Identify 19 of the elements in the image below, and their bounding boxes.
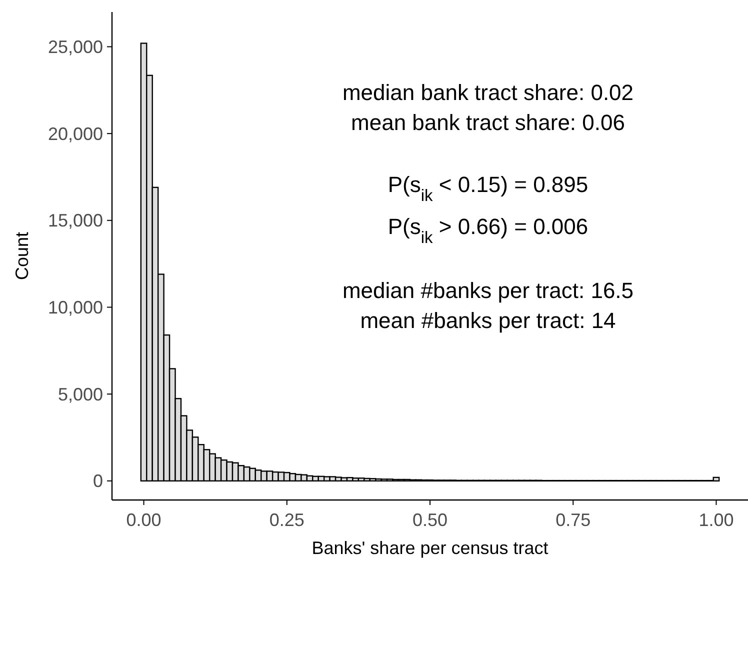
x-tick-label: 0.75 xyxy=(556,510,591,530)
annotation: P(s$_{ik}$ > 0.66) = 0.006 xyxy=(388,214,588,247)
annotation: mean bank tract share: 0.06 xyxy=(351,110,625,135)
y-tick-label: 0 xyxy=(92,471,103,492)
y-axis-title: Count xyxy=(12,232,32,280)
x-tick-label: 1.00 xyxy=(698,510,734,530)
annotation: mean #banks per tract: 14 xyxy=(360,308,616,333)
y-tick-label: 25,000 xyxy=(48,37,103,58)
y-tick-label: 15,000 xyxy=(48,210,103,231)
y-tick-label: 10,000 xyxy=(48,298,103,318)
y-tick-label: 20,000 xyxy=(48,124,103,144)
annotation: median bank tract share: 0.02 xyxy=(342,80,634,105)
x-tick-label: 0.25 xyxy=(269,510,304,530)
x-tick-label: 0.50 xyxy=(412,510,448,530)
annotation: P(s$_{ik}$ < 0.15) = 0.895 xyxy=(388,172,588,205)
x-axis-title: Banks' share per census tract xyxy=(312,538,548,558)
x-tick-label: 0.00 xyxy=(126,510,162,530)
y-tick-label: 5,000 xyxy=(58,384,103,404)
annotation: median #banks per tract: 16.5 xyxy=(342,278,634,303)
